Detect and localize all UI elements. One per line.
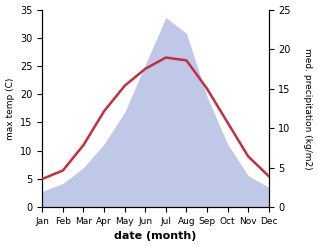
- Y-axis label: med. precipitation (kg/m2): med. precipitation (kg/m2): [303, 48, 313, 169]
- Y-axis label: max temp (C): max temp (C): [5, 77, 15, 140]
- X-axis label: date (month): date (month): [114, 231, 197, 242]
